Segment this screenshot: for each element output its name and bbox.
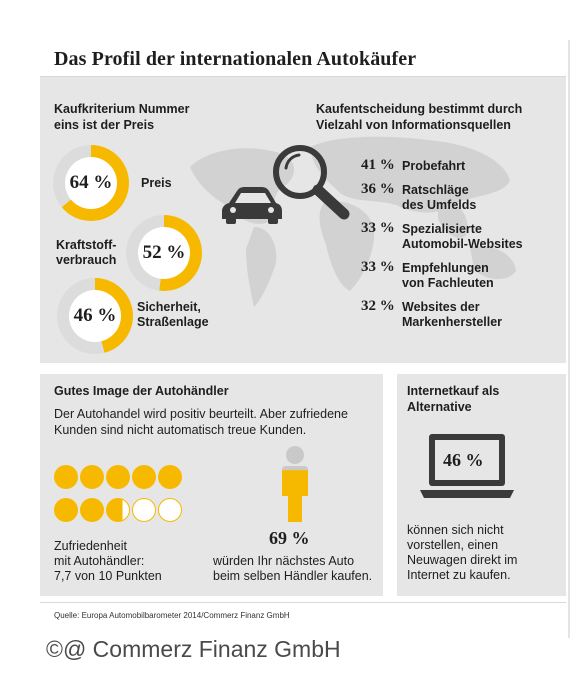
donut-label-kraftstoff-line1: Kraftstoff- [56, 238, 117, 252]
criteria-heading-line1: Kaufkriterium Nummer [54, 102, 190, 116]
donut-label-preis: Preis [141, 176, 172, 190]
dealer-body-line1: Der Autohandel wird positiv beurteilt. A… [54, 407, 348, 421]
internet-heading-line2: Alternative [407, 400, 472, 414]
source-label: Spezialisierte [402, 222, 482, 236]
rating-text-line1: Zufriedenheit [54, 539, 127, 553]
donut-sicherheit: 46 % [57, 278, 133, 354]
internet-text-line3: Neuwagen direkt im [407, 553, 518, 567]
source-label: Websites der [402, 300, 480, 314]
loyal-text-line1: würden Ihr nächstes Auto [213, 554, 355, 568]
rating-dot [106, 498, 130, 522]
rating-dot [132, 498, 156, 522]
car-icon [222, 187, 282, 224]
rating-text-line3: 7,7 von 10 Punkten [54, 569, 162, 583]
rating-dot [158, 465, 182, 489]
rating-text-line2: mit Autohändler: [54, 554, 145, 568]
source-value: 33 % [361, 259, 395, 275]
source-note: Quelle: Europa Automobilbarometer 2014/C… [54, 611, 290, 620]
internet-text-line1: können sich nicht [407, 523, 504, 537]
page-title: Das Profil der internationalen Autokäufe… [54, 48, 417, 70]
internet-value: 46 % [443, 450, 484, 470]
rating-dot [80, 465, 104, 489]
magnifier-icon [273, 145, 350, 220]
internet-heading-line1: Internetkauf als [407, 384, 500, 398]
source-label: des Umfelds [402, 198, 477, 212]
rating-dot [132, 465, 156, 489]
rating-dot [54, 465, 78, 489]
sources-heading-line2: Vielzahl von Informationsquellen [316, 118, 511, 132]
source-value: 33 % [361, 220, 395, 236]
person-icon [282, 446, 308, 522]
laptop-icon [420, 434, 514, 498]
source-label: von Fachleuten [402, 276, 494, 290]
donut-label-sicherheit-line1: Sicherheit, [137, 300, 201, 314]
donut-preis: 64 % [53, 145, 129, 221]
sources-heading-line1: Kaufentscheidung bestimmt durch [316, 102, 523, 116]
rating-dot [80, 498, 104, 522]
rating-dot [54, 498, 78, 522]
donut-value: 64 % [65, 157, 117, 209]
internet-text-line4: Internet zu kaufen. [407, 568, 511, 582]
source-value: 36 % [361, 181, 395, 197]
source-value: 32 % [361, 298, 395, 314]
source-label: Probefahrt [402, 159, 466, 173]
copyright-watermark: ©@ Commerz Finanz GmbH [46, 636, 341, 662]
rating-dot [158, 498, 182, 522]
donut-value: 46 % [69, 290, 121, 342]
donut-label-sicherheit-line2: Straßenlage [137, 315, 209, 329]
source-label: Empfehlungen [402, 261, 489, 275]
criteria-heading-line2: eins ist der Preis [54, 118, 155, 132]
donut-value: 52 % [138, 227, 190, 279]
donut-kraftstoff: 52 % [126, 215, 202, 291]
donut-label-kraftstoff-line2: verbrauch [56, 253, 117, 267]
dealer-heading: Gutes Image der Autohändler [54, 384, 229, 398]
world-map [190, 136, 516, 307]
source-value: 41 % [361, 157, 395, 173]
source-label: Ratschläge [402, 183, 469, 197]
source-label: Markenhersteller [402, 315, 503, 329]
internet-text-line2: vorstellen, einen [407, 538, 499, 552]
title-divider [40, 76, 566, 77]
dealer-body-line2: Kunden sind nicht automatisch treue Kund… [54, 423, 307, 437]
rating-dot [106, 465, 130, 489]
loyal-value: 69 % [269, 528, 310, 548]
source-divider [40, 602, 566, 603]
loyal-text-line2: beim selben Händler kaufen. [213, 569, 373, 583]
source-label: Automobil-Websites [402, 237, 523, 251]
